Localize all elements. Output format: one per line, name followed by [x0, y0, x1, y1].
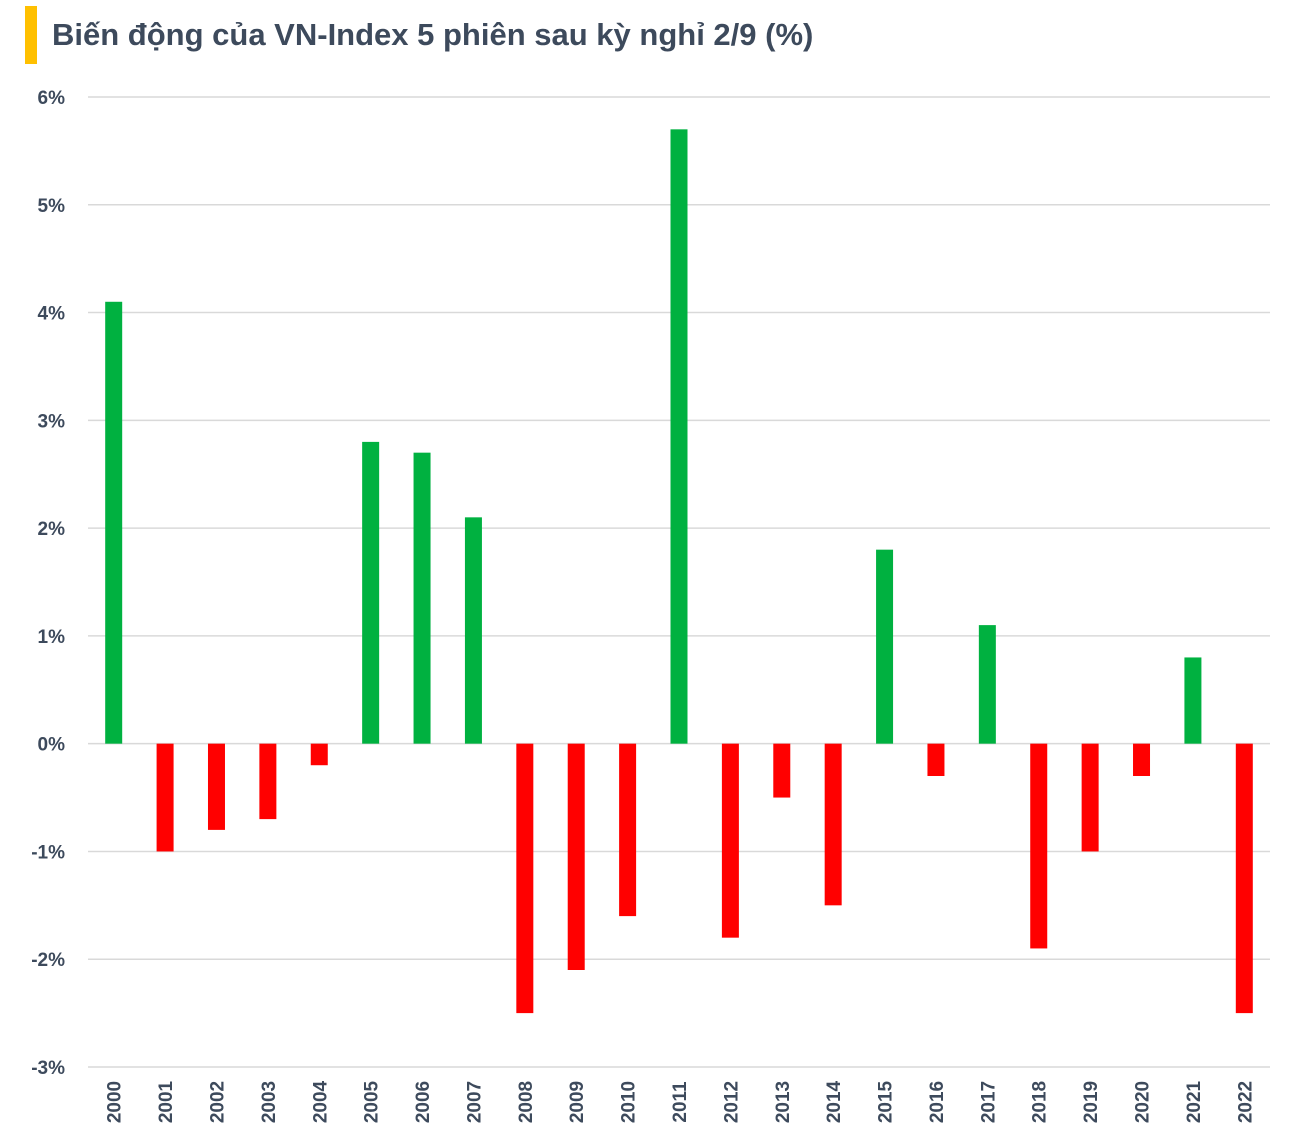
bar-2006 [413, 452, 431, 744]
x-tick-label: 2020 [1133, 1081, 1154, 1123]
x-tick-label: 2001 [156, 1080, 177, 1123]
y-tick-label: -2% [31, 950, 65, 971]
y-tick-label: 5% [38, 196, 66, 217]
x-tick-label: 2014 [824, 1080, 845, 1123]
x-tick-label: 2006 [413, 1081, 434, 1123]
y-tick-label: 6% [38, 88, 66, 109]
x-tick-label: 2016 [927, 1081, 948, 1123]
x-tick-label: 2012 [721, 1081, 742, 1123]
bar-2002 [207, 743, 225, 830]
y-tick-label: 0% [38, 735, 66, 756]
x-tick-label: 2019 [1081, 1081, 1102, 1123]
x-tick-label: 2010 [619, 1081, 640, 1123]
bar-2020 [1133, 743, 1151, 776]
bar-2005 [362, 441, 380, 744]
bar-2015 [876, 549, 894, 744]
x-tick-label: 2021 [1184, 1080, 1205, 1123]
y-tick-label: 3% [38, 411, 66, 432]
bar-2007 [464, 517, 482, 744]
bar-2014 [824, 743, 842, 906]
x-tick-label: 2004 [310, 1080, 331, 1123]
x-tick-label: 2008 [516, 1081, 537, 1123]
bar-2001 [156, 743, 174, 852]
bar-2000 [105, 301, 123, 744]
bar-2017 [978, 625, 996, 744]
bar-2013 [773, 743, 791, 798]
bar-2004 [310, 743, 328, 766]
bar-2019 [1081, 743, 1099, 852]
bar-2018 [1030, 743, 1048, 949]
bar-2016 [927, 743, 945, 776]
x-tick-label: 2005 [362, 1080, 383, 1123]
x-tick-label: 2003 [259, 1081, 280, 1123]
bar-2012 [721, 743, 739, 938]
y-tick-label: -3% [31, 1058, 65, 1079]
y-tick-label: 1% [38, 627, 66, 648]
x-tick-label: 2013 [773, 1081, 794, 1123]
x-tick-label: 2017 [978, 1081, 999, 1123]
x-tick-label: 2002 [207, 1081, 228, 1123]
title-accent-bar [25, 6, 37, 64]
y-tick-label: 4% [38, 304, 66, 325]
bar-2003 [259, 743, 277, 820]
x-tick-label: 2015 [876, 1080, 897, 1123]
x-tick-label: 2022 [1235, 1081, 1256, 1123]
bar-2009 [567, 743, 585, 970]
x-tick-label: 2018 [1030, 1081, 1051, 1123]
y-tick-label: -1% [31, 842, 65, 863]
x-tick-label: 2000 [105, 1081, 126, 1123]
x-tick-label: 2009 [567, 1081, 588, 1123]
bar-2022 [1235, 743, 1253, 1014]
bar-2010 [619, 743, 637, 917]
bar-2021 [1184, 657, 1202, 744]
bar-2011 [670, 129, 688, 744]
x-tick-label: 2007 [464, 1081, 485, 1123]
chart-title: Biến động của VN-Index 5 phiên sau kỳ ng… [52, 17, 814, 52]
x-tick-label: 2011 [670, 1081, 691, 1123]
y-tick-label: 2% [38, 519, 66, 540]
bar-2008 [516, 743, 534, 1014]
